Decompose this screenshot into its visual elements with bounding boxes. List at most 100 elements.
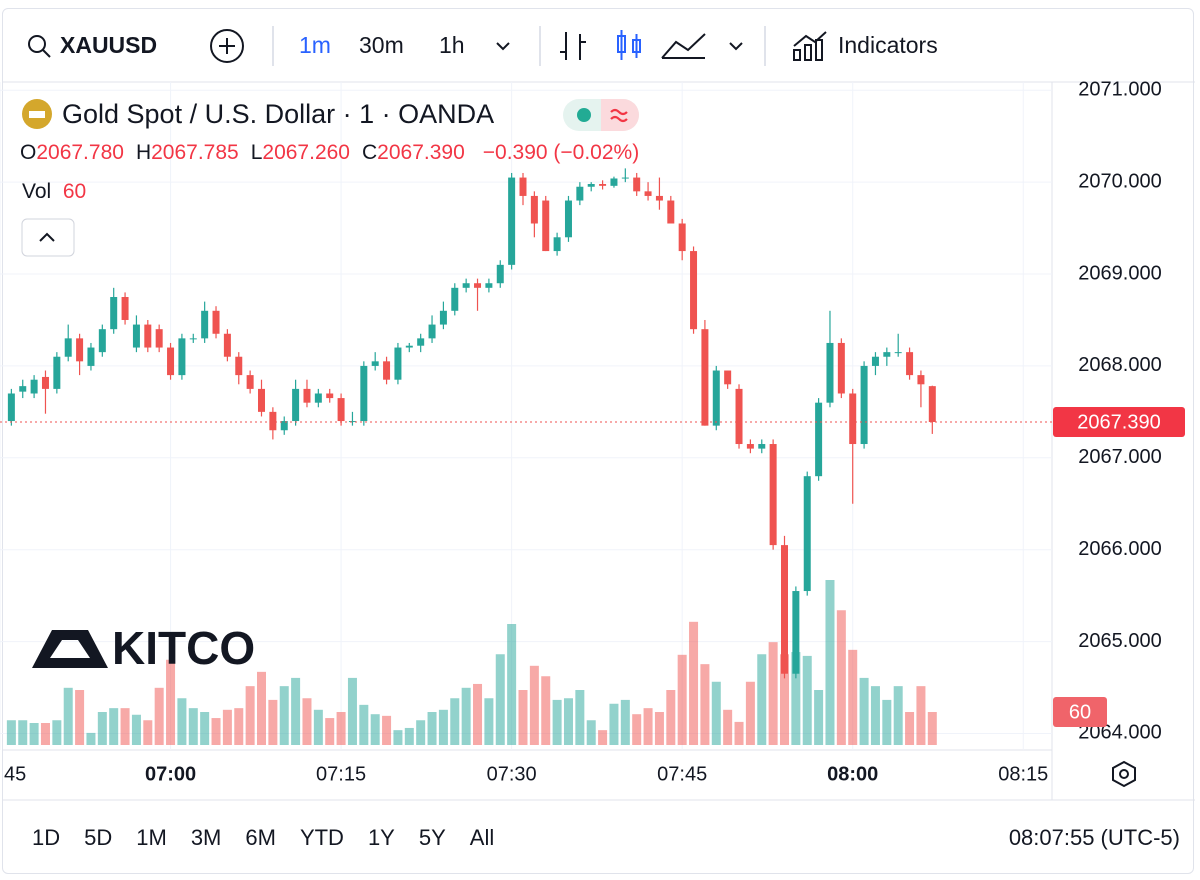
candle-body xyxy=(644,191,652,196)
candle-body xyxy=(655,195,663,201)
last-price-label: 2067.390 xyxy=(1077,411,1160,433)
volume-bar xyxy=(86,732,96,745)
x-tick-label: 07:00 xyxy=(145,763,196,785)
volume-bar xyxy=(802,655,812,745)
x-tick-label: 08:15 xyxy=(998,763,1048,785)
last-volume-tag xyxy=(1053,697,1107,727)
volume-bar xyxy=(347,677,357,745)
candle-body xyxy=(30,379,38,394)
volume-bar xyxy=(427,712,437,745)
range-button[interactable]: 1D xyxy=(32,825,61,850)
candle-body xyxy=(837,342,845,394)
indicators-button[interactable]: Indicators xyxy=(838,32,938,58)
candle-body xyxy=(781,545,788,674)
volume-bar xyxy=(473,683,483,745)
volume-legend: Vol 60 xyxy=(22,180,86,204)
ohlc-row: O2067.780 H2067.785 L2067.260 C2067.390 −0.3… xyxy=(20,141,639,165)
candle-body xyxy=(564,200,572,238)
volume-bar xyxy=(711,681,721,745)
frame xyxy=(2,8,1194,874)
last-price-tag xyxy=(1053,406,1185,437)
candle-body xyxy=(110,297,118,330)
volume-bar xyxy=(188,708,198,745)
candle-body xyxy=(41,376,49,389)
candle-body xyxy=(235,356,243,376)
candle-body xyxy=(587,183,595,187)
volume-bar xyxy=(484,698,494,745)
candle-body xyxy=(758,444,766,449)
candle-body xyxy=(371,361,379,366)
candle-body xyxy=(917,375,925,385)
range-button[interactable]: All xyxy=(469,825,495,850)
x-tick-label: 07:30 xyxy=(487,763,537,785)
candle-body xyxy=(269,411,277,431)
candle-body xyxy=(928,386,936,422)
x-tick-label: 07:45 xyxy=(657,763,707,785)
candle-body xyxy=(906,352,914,376)
candle-body xyxy=(701,329,709,426)
candle-body xyxy=(712,370,720,426)
volume-bar xyxy=(757,654,767,745)
candle-style-icon[interactable] xyxy=(617,30,641,60)
candle-body xyxy=(883,352,891,357)
candle-body xyxy=(599,183,607,186)
range-button[interactable]: 6M xyxy=(245,825,276,850)
range-button[interactable]: 3M xyxy=(190,825,222,850)
area-style-icon[interactable] xyxy=(661,33,706,59)
volume-bar xyxy=(291,677,301,745)
clock: 08:07:55 (UTC-5) xyxy=(1008,825,1180,850)
interval[interactable]: 30m xyxy=(359,32,404,58)
collapse-button[interactable] xyxy=(21,218,75,257)
candle-body xyxy=(610,178,618,186)
candle-body xyxy=(496,264,504,284)
range-button[interactable]: YTD xyxy=(299,825,344,850)
candle-body xyxy=(383,361,391,380)
volume-bar xyxy=(200,712,210,745)
candle-body xyxy=(64,338,72,357)
range-button[interactable]: 1M xyxy=(136,825,167,850)
volume-bar xyxy=(404,727,414,745)
symbol-logo-bar xyxy=(29,111,45,118)
y-tick-label: 2064.000 xyxy=(1078,722,1161,744)
volume-bar xyxy=(643,708,653,745)
candle-body xyxy=(508,177,516,265)
interval-menu[interactable] xyxy=(496,42,510,51)
range-button[interactable]: 5D xyxy=(84,825,113,850)
status-badge-right xyxy=(601,99,639,131)
volume-bar xyxy=(632,714,642,745)
volume-bar xyxy=(836,610,846,745)
add-symbol[interactable] xyxy=(210,29,244,63)
last-volume-label: 60 xyxy=(1069,701,1091,723)
x-tick-label: 08:00 xyxy=(827,763,878,785)
volume-bar xyxy=(234,708,244,745)
symbol[interactable]: XAUUSD xyxy=(60,32,158,58)
candle-body xyxy=(76,338,84,362)
interval[interactable]: 1h xyxy=(439,32,465,58)
watermark: KITCO xyxy=(32,622,255,674)
candle-body xyxy=(132,324,140,348)
volume-bar xyxy=(302,698,312,745)
candle-body xyxy=(223,333,231,357)
bar-style-icon[interactable] xyxy=(560,32,586,60)
range-button[interactable]: 1Y xyxy=(367,825,395,850)
search-icon[interactable] xyxy=(28,35,46,53)
interval[interactable]: 1m xyxy=(299,32,331,58)
chart-type-menu[interactable] xyxy=(729,42,743,51)
volume-bar xyxy=(143,720,153,745)
volume-bar xyxy=(563,698,573,745)
candle-body xyxy=(246,375,254,389)
volume-bar xyxy=(745,681,755,745)
candle-body xyxy=(621,177,629,179)
candle-body xyxy=(826,342,834,403)
settings-icon[interactable] xyxy=(1112,760,1136,788)
y-tick-label: 2068.000 xyxy=(1078,354,1161,376)
volume-bar xyxy=(461,687,471,745)
candle-body xyxy=(314,393,322,403)
indicators-icon[interactable] xyxy=(793,31,827,61)
volume-bar xyxy=(586,720,596,745)
y-tick-label: 2065.000 xyxy=(1078,630,1161,652)
candle-body xyxy=(417,338,425,346)
ohlc-value: 2067.780 xyxy=(36,141,124,164)
range-button[interactable]: 5Y xyxy=(418,825,446,850)
candle-body xyxy=(201,310,209,339)
